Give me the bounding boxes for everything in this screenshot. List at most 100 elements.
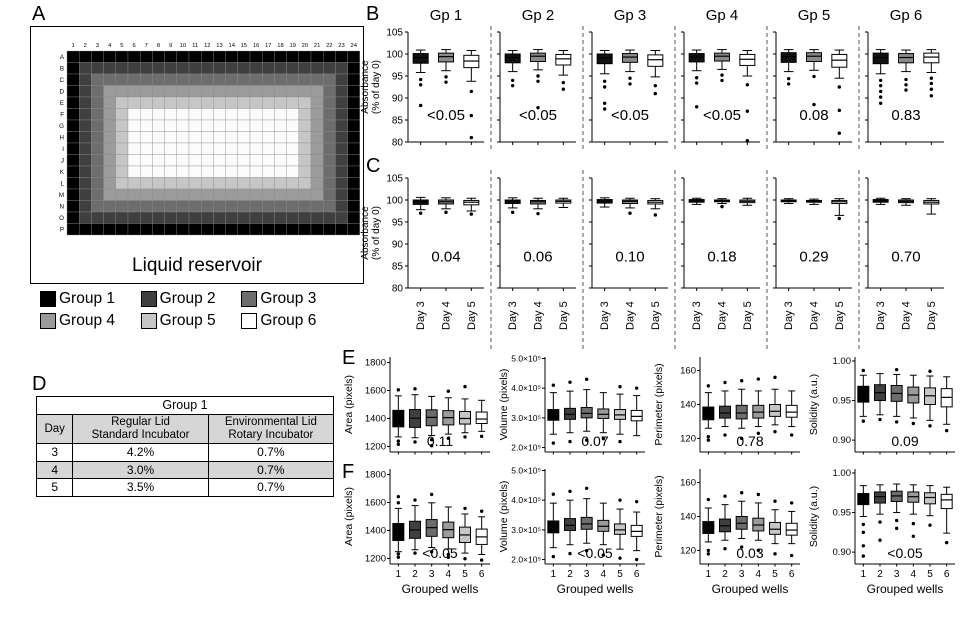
plate-well	[164, 50, 177, 63]
box-plot	[597, 502, 610, 557]
box-plot	[752, 377, 765, 436]
y-tick-label: 85	[392, 116, 404, 127]
outlier-dot	[510, 210, 515, 215]
legend-label: Group 1	[59, 290, 116, 307]
x-tick-label: Day 4	[625, 301, 637, 330]
outlier-dot	[536, 105, 540, 110]
box-plot	[702, 384, 715, 442]
box-plot	[438, 197, 454, 215]
plate-well	[127, 119, 141, 132]
plate-well	[66, 62, 80, 75]
x-tick-label: Day 3	[415, 301, 427, 330]
plate-well	[213, 154, 226, 167]
plate-well	[176, 223, 190, 236]
outlier-dot	[904, 88, 908, 92]
outlier-dot	[396, 552, 401, 556]
plate-well	[213, 131, 226, 144]
plate-well	[188, 200, 202, 213]
plate-well	[164, 177, 177, 190]
y-tick-label: 1200	[365, 553, 386, 564]
panel-b-label: B	[366, 3, 380, 25]
plate-well	[127, 73, 141, 86]
box-plot	[463, 197, 480, 216]
outlier-dot	[720, 78, 724, 83]
plate-well	[201, 177, 214, 190]
table-row: 3 4.2% 0.7%	[35, 443, 335, 462]
y-axis-label: Absorbance	[360, 60, 371, 114]
y-tick-label: 160	[680, 478, 696, 489]
plate-well	[335, 142, 348, 155]
subplot-title: Gp 2	[522, 7, 555, 24]
y-tick-label: 5.0×10⁵	[511, 353, 541, 363]
plate-well	[213, 62, 226, 75]
plate-well	[91, 154, 104, 167]
p-value: <0.05	[427, 107, 465, 124]
box-plot	[647, 198, 664, 217]
x-tick-label: Day 5	[466, 301, 478, 330]
plate-col-label: 20	[302, 43, 308, 49]
x-tick-label: 3	[739, 569, 745, 580]
plate-well	[188, 188, 202, 201]
plate-well	[140, 96, 153, 109]
outlier-dot	[429, 438, 434, 442]
plate-well	[335, 200, 348, 213]
plate-well	[225, 73, 238, 86]
plate-well	[152, 108, 165, 121]
outlier-dot	[878, 78, 883, 83]
plate-well	[225, 211, 238, 224]
legend-item: Group 6	[241, 312, 342, 330]
plate-well	[176, 211, 190, 224]
subplot-E-1: Area (pixels) 1200 1400 1600 1800 0.11	[343, 357, 490, 455]
p-value: 0.83	[891, 107, 920, 124]
plate-col-label: 24	[350, 43, 357, 49]
box-plot	[614, 498, 626, 560]
plate-well	[298, 142, 312, 155]
plate-well	[262, 85, 275, 98]
box-plot	[438, 49, 454, 84]
plate-well	[152, 154, 165, 167]
box-plot	[463, 49, 480, 140]
plate-well	[152, 50, 165, 63]
outlier-dot	[720, 204, 724, 209]
box-plot	[898, 198, 914, 206]
y-tick-label: 4.0×10⁵	[511, 495, 541, 505]
subplot-title: Gp 6	[890, 7, 923, 24]
outlier-dot	[878, 89, 883, 94]
y-axis-label: (% of day 0)	[371, 60, 382, 114]
plate-well	[176, 165, 190, 178]
plate-well	[115, 177, 129, 190]
outlier-dot	[602, 85, 607, 89]
plate-well	[225, 223, 238, 236]
plate-well	[176, 85, 190, 98]
plate-well	[91, 142, 104, 155]
plate-well	[213, 200, 226, 213]
plate-well	[176, 154, 190, 167]
plate-well	[249, 108, 263, 121]
panel-f-label: F	[342, 461, 355, 483]
outlier-dot	[444, 75, 448, 79]
box-plot	[475, 399, 488, 439]
p-value: 0.29	[799, 249, 828, 266]
plate-well	[237, 200, 251, 213]
outlier-dot	[584, 486, 589, 490]
plate-row-label: C	[60, 77, 65, 84]
plate-well	[201, 119, 214, 132]
outlier-dot	[463, 556, 467, 561]
plate-well	[274, 85, 287, 98]
box-plot	[806, 198, 822, 205]
x-tick-label: 6	[944, 569, 950, 580]
outlier-dot	[463, 435, 467, 439]
table-cell: 5	[35, 478, 74, 497]
box-plot	[530, 49, 546, 110]
plate-well	[274, 200, 287, 213]
plate-well	[140, 62, 153, 75]
outlier-dot	[418, 77, 423, 82]
plate-well	[225, 108, 238, 121]
plate-well	[188, 62, 202, 75]
plate-well	[66, 131, 80, 144]
plate-well	[335, 73, 348, 86]
box-plot	[924, 485, 936, 527]
plate-well	[310, 142, 324, 155]
box-plot	[688, 49, 705, 109]
outlier-dot	[929, 81, 934, 86]
